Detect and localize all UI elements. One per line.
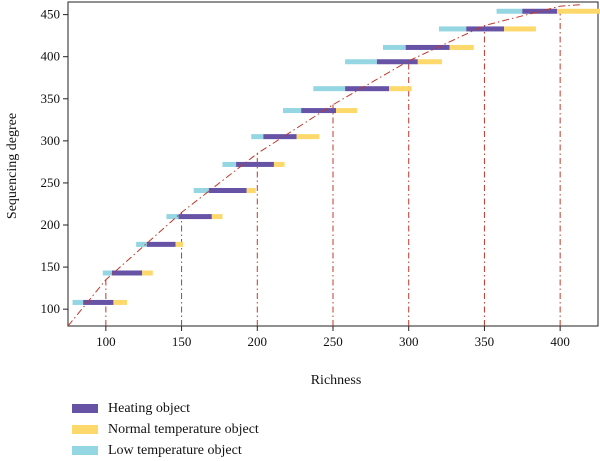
bar-low-temperature (251, 134, 263, 139)
bar-low-temperature (345, 59, 377, 64)
legend: Heating object Normal temperature object… (72, 398, 259, 461)
bar-normal-temperature (450, 45, 474, 50)
bar-heating (345, 86, 389, 91)
bar-low-temperature (439, 26, 466, 31)
y-tick-label: 250 (41, 175, 61, 190)
bar-normal-temperature (336, 108, 357, 113)
bar-heating (179, 214, 212, 219)
x-tick-label: 400 (550, 334, 570, 349)
x-tick-label: 350 (475, 334, 495, 349)
bar-low-temperature (73, 300, 84, 305)
y-tick-label: 100 (41, 301, 61, 316)
bar-normal-temperature (418, 59, 442, 64)
y-tick-label: 400 (41, 49, 61, 64)
x-tick-label: 100 (96, 334, 116, 349)
bar-normal-temperature (504, 26, 536, 31)
y-axis-label: Sequencing degree (5, 113, 20, 219)
legend-item-heating: Heating object (72, 398, 259, 419)
bar-normal-temperature (176, 242, 184, 247)
bar-heating (147, 242, 176, 247)
bar-heating (301, 108, 336, 113)
legend-swatch-heating (72, 404, 98, 413)
bar-low-temperature (383, 45, 406, 50)
legend-label-heating: Heating object (108, 401, 190, 417)
bar-normal-temperature (247, 188, 256, 193)
bar-heating (522, 9, 557, 14)
bar-normal-temperature (274, 162, 285, 167)
legend-item-normal: Normal temperature object (72, 419, 259, 440)
y-tick-label: 350 (41, 91, 61, 106)
y-tick-label: 200 (41, 217, 61, 232)
legend-item-low: Low temperature object (72, 440, 259, 461)
bar-low-temperature (194, 188, 209, 193)
bar-low-temperature (222, 162, 236, 167)
bar-low-temperature (283, 108, 301, 113)
legend-label-normal: Normal temperature object (108, 422, 259, 438)
x-axis-label: Richness (311, 373, 362, 388)
y-tick-label: 150 (41, 259, 61, 274)
bar-heating (406, 45, 450, 50)
bar-low-temperature (313, 86, 345, 91)
y-tick-label: 450 (41, 7, 61, 22)
bar-normal-temperature (389, 86, 412, 91)
legend-swatch-low (72, 446, 98, 455)
bar-normal-temperature (557, 9, 600, 14)
bar-normal-temperature (113, 300, 127, 305)
x-tick-label: 300 (399, 334, 419, 349)
bar-low-temperature (166, 214, 178, 219)
plot-area: 100 150 200 250 300 350 400 100 150 200 250 300 350 4… (41, 2, 600, 349)
bar-normal-temperature (212, 214, 223, 219)
y-tick-label: 300 (41, 133, 61, 148)
bar-heating (112, 270, 142, 275)
x-tick-label: 200 (248, 334, 268, 349)
bar-normal-temperature (142, 270, 153, 275)
legend-label-low: Low temperature object (108, 443, 242, 459)
x-tick-label: 250 (323, 334, 343, 349)
bar-heating (263, 134, 296, 139)
x-tick-label: 150 (172, 334, 192, 349)
bar-low-temperature (103, 270, 112, 275)
bar-low-temperature (497, 9, 523, 14)
trend-curve (68, 5, 583, 327)
bar-heating (466, 26, 504, 31)
bar-normal-temperature (297, 134, 320, 139)
legend-swatch-normal (72, 425, 98, 434)
bar-heating (209, 188, 247, 193)
